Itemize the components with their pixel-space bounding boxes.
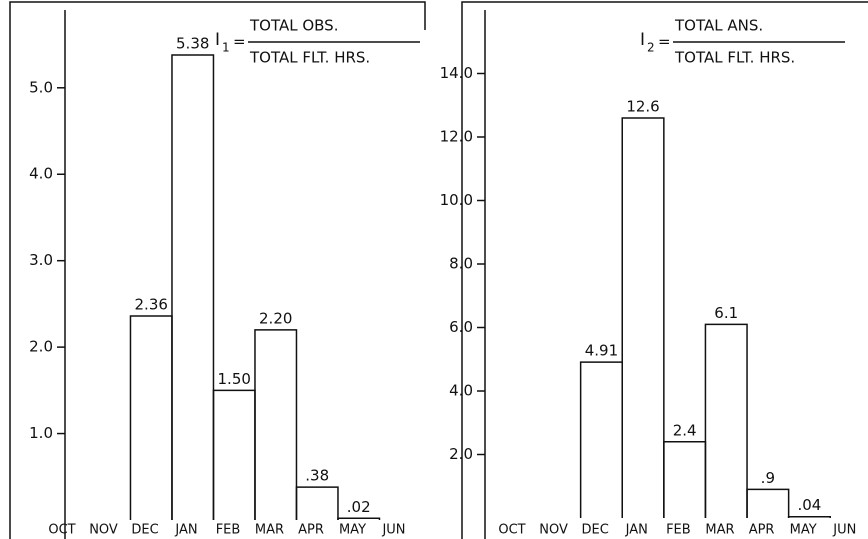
y-tick-label: 3.0	[29, 251, 53, 269]
x-tick-label: DEC	[582, 523, 609, 538]
formula-denominator: TOTAL FLT. HRS.	[674, 49, 795, 67]
x-tick-label: MAR	[705, 523, 734, 538]
value-label: .38	[305, 467, 329, 485]
x-tick-label: JUN	[832, 523, 856, 538]
value-label: 12.6	[626, 97, 659, 115]
x-tick-label: OCT	[48, 523, 75, 538]
value-label: 5.38	[176, 34, 209, 52]
step-bar	[663, 441, 707, 518]
right-frame	[461, 1, 868, 539]
x-tick-label: MAY	[339, 523, 366, 538]
y-tick-label: 4.0	[449, 382, 473, 400]
y-tick-label: 14.0	[440, 64, 473, 82]
formula-symbol: I	[215, 30, 220, 50]
value-label: .02	[347, 498, 371, 516]
step-bar	[171, 54, 215, 520]
y-tick-label: 2.0	[449, 445, 473, 463]
x-tick-label: NOV	[89, 523, 118, 538]
step-bar	[254, 329, 298, 520]
x-tick-label: FEB	[666, 523, 691, 538]
step-bar	[621, 117, 665, 518]
step-bar	[212, 389, 256, 520]
x-tick-label: DEC	[131, 523, 158, 538]
formula-subscript: 2	[647, 41, 655, 55]
step-bar	[746, 488, 790, 518]
x-tick-label: APR	[749, 523, 775, 538]
step-bar	[704, 323, 748, 518]
formula-equals: =	[233, 33, 246, 51]
x-tick-label: OCT	[498, 523, 525, 538]
formula-symbol: I	[640, 30, 645, 50]
value-label: .9	[761, 469, 775, 487]
step-bar	[295, 486, 339, 520]
x-tick-label: JAN	[625, 523, 648, 538]
formula-numerator: TOTAL ANS.	[674, 17, 763, 35]
formula-equals: =	[658, 33, 671, 51]
value-label: 2.4	[673, 421, 697, 439]
x-tick-label: MAY	[790, 523, 817, 538]
y-tick-label: 5.0	[29, 78, 53, 96]
x-tick-label: JAN	[174, 523, 197, 538]
y-tick-label: 12.0	[440, 128, 473, 146]
value-label: 6.1	[714, 304, 738, 322]
left-frame	[9, 1, 426, 539]
value-label: 1.50	[218, 370, 251, 388]
x-tick-label: JUN	[381, 523, 405, 538]
x-tick-label: MAR	[255, 523, 284, 538]
step-bar	[337, 517, 381, 520]
step-bar	[579, 361, 623, 518]
y-tick-label: 6.0	[449, 318, 473, 336]
formula-denominator: TOTAL FLT. HRS.	[249, 49, 370, 67]
formula-subscript: 1	[222, 41, 230, 55]
y-tick-label: 1.0	[29, 424, 53, 442]
formula-numerator: TOTAL OBS.	[249, 17, 338, 35]
step-bar	[787, 515, 831, 518]
value-label: 2.36	[135, 296, 168, 314]
x-tick-label: NOV	[539, 523, 568, 538]
value-label: 2.20	[259, 309, 292, 327]
x-tick-label: APR	[298, 523, 324, 538]
x-tick-label: FEB	[216, 523, 241, 538]
step-bar	[129, 315, 173, 520]
value-label: 4.91	[585, 342, 618, 360]
y-tick-label: 2.0	[29, 338, 53, 356]
y-tick-label: 10.0	[440, 191, 473, 209]
y-tick-label: 8.0	[449, 255, 473, 273]
y-tick-label: 4.0	[29, 165, 53, 183]
value-label: .04	[798, 496, 822, 514]
